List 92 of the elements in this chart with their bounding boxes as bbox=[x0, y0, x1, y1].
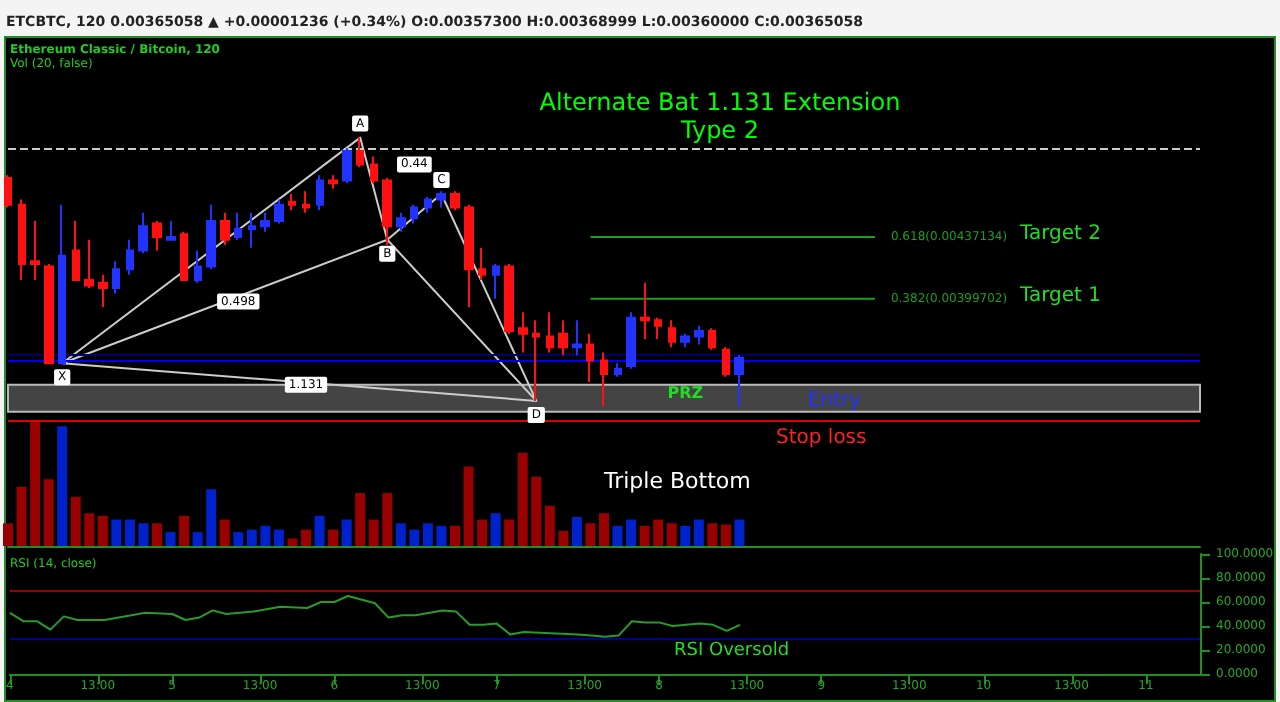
candlestick bbox=[640, 281, 650, 341]
bar bbox=[233, 532, 244, 546]
candlestick bbox=[708, 327, 716, 351]
bar bbox=[707, 523, 718, 546]
candlestick bbox=[4, 174, 12, 209]
candlestick bbox=[478, 246, 486, 282]
candlestick bbox=[58, 203, 66, 365]
candlestick bbox=[112, 260, 120, 295]
annotation: Target 1 bbox=[1018, 285, 1101, 307]
bar bbox=[504, 519, 515, 546]
candlestick bbox=[586, 332, 594, 384]
candlestick bbox=[382, 176, 392, 247]
candlestick bbox=[180, 230, 188, 282]
bar bbox=[165, 532, 176, 546]
annotation: Stop loss bbox=[776, 427, 867, 449]
bar bbox=[57, 426, 68, 546]
bar bbox=[43, 479, 54, 546]
candlestick bbox=[18, 198, 26, 282]
candlestick bbox=[30, 219, 40, 282]
bar bbox=[720, 524, 731, 546]
bar bbox=[341, 519, 352, 546]
bar bbox=[666, 523, 677, 546]
bar bbox=[219, 519, 230, 546]
candlestick bbox=[370, 155, 378, 185]
candlestick bbox=[464, 203, 474, 308]
candlestick bbox=[84, 238, 94, 290]
candlestick bbox=[248, 211, 256, 249]
bar bbox=[680, 525, 691, 546]
candlestick bbox=[600, 351, 608, 408]
bar bbox=[314, 515, 325, 546]
candlestick bbox=[356, 136, 364, 169]
candlestick bbox=[518, 311, 528, 354]
candlestick bbox=[152, 219, 162, 252]
candlestick bbox=[668, 319, 676, 349]
candlestick bbox=[126, 238, 134, 276]
candlestick bbox=[680, 332, 690, 349]
candlestick bbox=[138, 211, 148, 255]
bar bbox=[571, 517, 582, 546]
annotation: Entry bbox=[807, 389, 862, 412]
bar bbox=[585, 523, 596, 546]
annotation: PRZ bbox=[667, 383, 704, 402]
bar bbox=[734, 519, 745, 546]
candlestick bbox=[558, 319, 568, 357]
candlestick bbox=[626, 311, 636, 370]
bar bbox=[450, 525, 460, 546]
candlestick bbox=[72, 219, 80, 282]
candlestick bbox=[492, 262, 500, 300]
bar bbox=[97, 515, 108, 546]
candlestick bbox=[274, 198, 284, 225]
bar bbox=[287, 538, 298, 546]
candlestick bbox=[450, 190, 460, 212]
candlestick bbox=[424, 195, 432, 214]
candlestick bbox=[288, 193, 296, 212]
bar bbox=[693, 519, 704, 546]
candlestick bbox=[722, 346, 730, 378]
annotation: Target 2 bbox=[1018, 223, 1101, 245]
annotation: Triple Bottom bbox=[602, 468, 751, 494]
bar bbox=[355, 493, 366, 546]
candlestick bbox=[396, 211, 406, 233]
bar bbox=[599, 513, 609, 546]
candlestick bbox=[546, 311, 554, 354]
candlestick bbox=[410, 203, 418, 225]
candlestick bbox=[436, 190, 446, 209]
candlestick bbox=[316, 174, 324, 212]
candlestick bbox=[166, 219, 176, 241]
candlestick bbox=[504, 262, 514, 335]
bar bbox=[328, 529, 339, 546]
bar bbox=[152, 523, 162, 546]
candlestick bbox=[98, 273, 108, 308]
candlestick bbox=[234, 211, 242, 241]
bar bbox=[273, 529, 284, 546]
candlestick bbox=[342, 147, 352, 185]
candlestick bbox=[614, 362, 622, 378]
bar bbox=[179, 515, 190, 546]
candlestick bbox=[194, 249, 202, 284]
bar bbox=[490, 513, 501, 546]
candlestick bbox=[206, 203, 216, 271]
bar bbox=[301, 529, 311, 546]
bar bbox=[3, 523, 13, 546]
candlestick bbox=[654, 316, 662, 341]
annotation: RSI Oversold bbox=[674, 641, 790, 661]
candlestick bbox=[302, 190, 310, 214]
candlestick bbox=[532, 319, 540, 402]
chart-title: Alternate Bat 1.131 Extension Type 2 bbox=[539, 88, 901, 144]
candlestick bbox=[260, 211, 270, 233]
bar bbox=[111, 519, 122, 546]
candlestick bbox=[328, 174, 338, 190]
candlestick bbox=[220, 211, 230, 247]
candlestick bbox=[694, 324, 704, 346]
candlestick bbox=[734, 354, 744, 408]
candlestick bbox=[572, 319, 582, 357]
candlestick bbox=[44, 262, 54, 365]
